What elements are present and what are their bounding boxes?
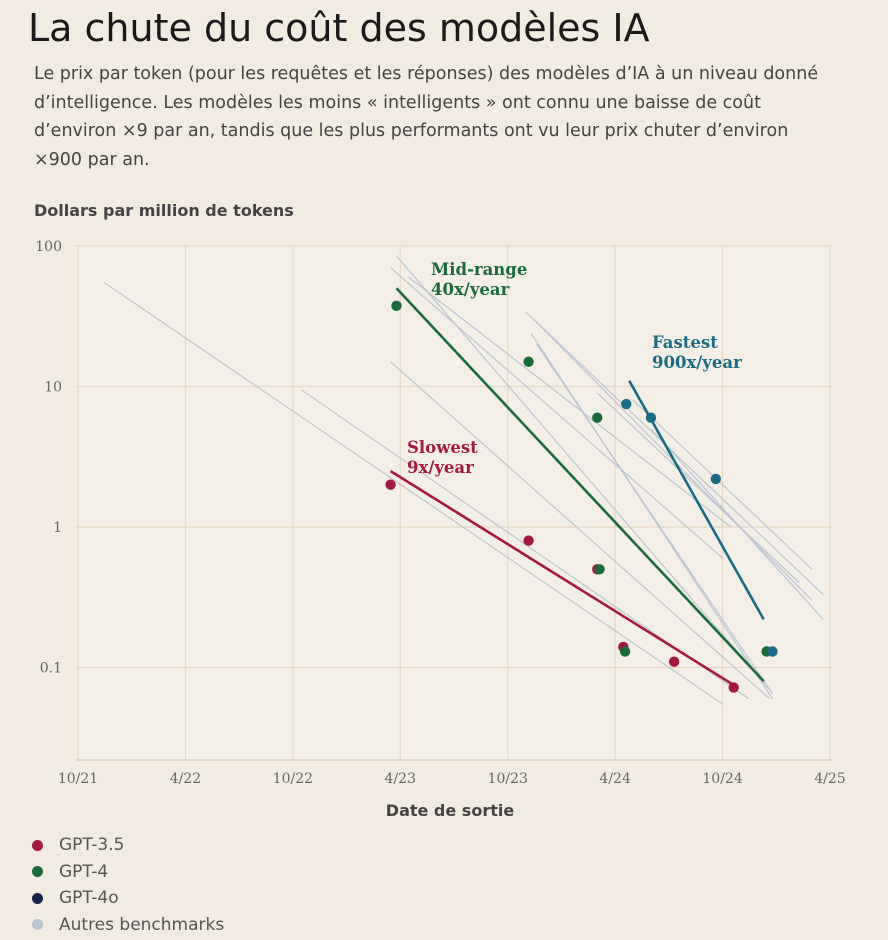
chart-subtitle: Le prix par token (pour les requêtes et … xyxy=(34,64,819,170)
x-tick-label-7: 4/25 xyxy=(814,771,845,787)
x-axis-label: Date de sortie xyxy=(385,801,515,820)
y-tick-label-0: 100 xyxy=(35,239,62,255)
legend-item-gpt4: GPT-4 xyxy=(28,859,224,886)
chart-title: La chute du coût des modèles IA xyxy=(28,6,650,50)
benchmark-line-11 xyxy=(632,399,813,570)
point-gpt4-2 xyxy=(592,412,603,423)
legend-label-gpt4o: GPT-4o xyxy=(59,888,119,909)
benchmark-line-10 xyxy=(596,392,800,584)
annotation-3: 900x/year xyxy=(652,353,742,372)
legend-dot-gpt4o xyxy=(32,892,43,904)
legend-item-gpt35: GPT-3.5 xyxy=(28,832,224,859)
point-gpt4-4 xyxy=(619,646,631,657)
y-tick-label-3: 0.1 xyxy=(40,661,62,677)
legend-item-gpt4o: GPT-4o xyxy=(28,885,224,912)
benchmark-line-4 xyxy=(390,267,723,559)
benchmark-line-2 xyxy=(390,361,770,700)
legend: GPT-3.5 GPT-4 GPT-4o Autres benchmarks xyxy=(28,832,224,938)
annotation-2: Fastest xyxy=(652,333,718,352)
annotation-0: Mid-range xyxy=(431,260,527,279)
point-gpt4o-1 xyxy=(645,412,657,423)
annotation-1: 40x/year xyxy=(431,280,510,299)
annotation-4: Slowest xyxy=(407,438,478,457)
axes: 10/21 4/22 10/22 4/23 10/23 4/24 10/24 4/25 100 1… xyxy=(35,239,845,787)
x-tick-label-6: 10/24 xyxy=(702,771,742,787)
point-gpt4o-2 xyxy=(710,473,722,485)
trend-line-slowest xyxy=(389,469,735,687)
legend-label-benchmarks: Autres benchmarks xyxy=(59,914,225,935)
x-tick-label-0: 10/21 xyxy=(58,771,98,787)
legend-item-benchmarks: Autres benchmarks xyxy=(28,912,224,939)
benchmark-line-9 xyxy=(536,343,774,695)
point-gpt4-1 xyxy=(523,356,534,367)
point-gpt4-0 xyxy=(391,300,402,312)
plot-background xyxy=(76,245,832,760)
legend-label-gpt35: GPT-3.5 xyxy=(59,835,125,856)
benchmark-line-8 xyxy=(530,332,774,700)
legend-dot-gpt4 xyxy=(32,866,43,878)
x-tick-label-2: 10/22 xyxy=(273,771,313,787)
point-gpt4o-0 xyxy=(621,398,632,410)
x-tick-label-3: 4/23 xyxy=(385,771,416,787)
point-gpt4o-3 xyxy=(767,646,778,657)
legend-dot-benchmarks xyxy=(32,919,43,931)
annotation-5: 9x/year xyxy=(407,458,474,477)
y-axis-label: Dollars par million de tokens xyxy=(34,201,294,220)
x-tick-label-1: 4/22 xyxy=(170,771,201,787)
point-gpt35-1 xyxy=(523,535,534,546)
chart-area: 10/21 4/22 10/22 4/23 10/23 4/24 10/24 4/25 100 1… xyxy=(35,239,845,787)
trend-line-mid-range xyxy=(395,287,765,683)
x-tick-label-5: 4/24 xyxy=(599,771,631,787)
legend-dot-gpt35 xyxy=(32,839,43,851)
benchmark-line-12 xyxy=(650,428,824,620)
y-tick-label-2: 1 xyxy=(53,520,62,536)
y-tick-label-1: 10 xyxy=(44,380,62,396)
benchmark-line-7 xyxy=(525,311,824,596)
point-gpt4-3 xyxy=(594,564,605,575)
x-tick-label-4: 10/23 xyxy=(488,771,528,787)
point-gpt35-0 xyxy=(385,479,396,490)
benchmark-line-0 xyxy=(103,281,723,705)
point-gpt35-5 xyxy=(728,682,739,693)
data-points xyxy=(385,300,778,693)
point-gpt35-4 xyxy=(668,656,680,667)
legend-label-gpt4: GPT-4 xyxy=(59,861,109,882)
benchmark-line-5 xyxy=(408,276,732,528)
